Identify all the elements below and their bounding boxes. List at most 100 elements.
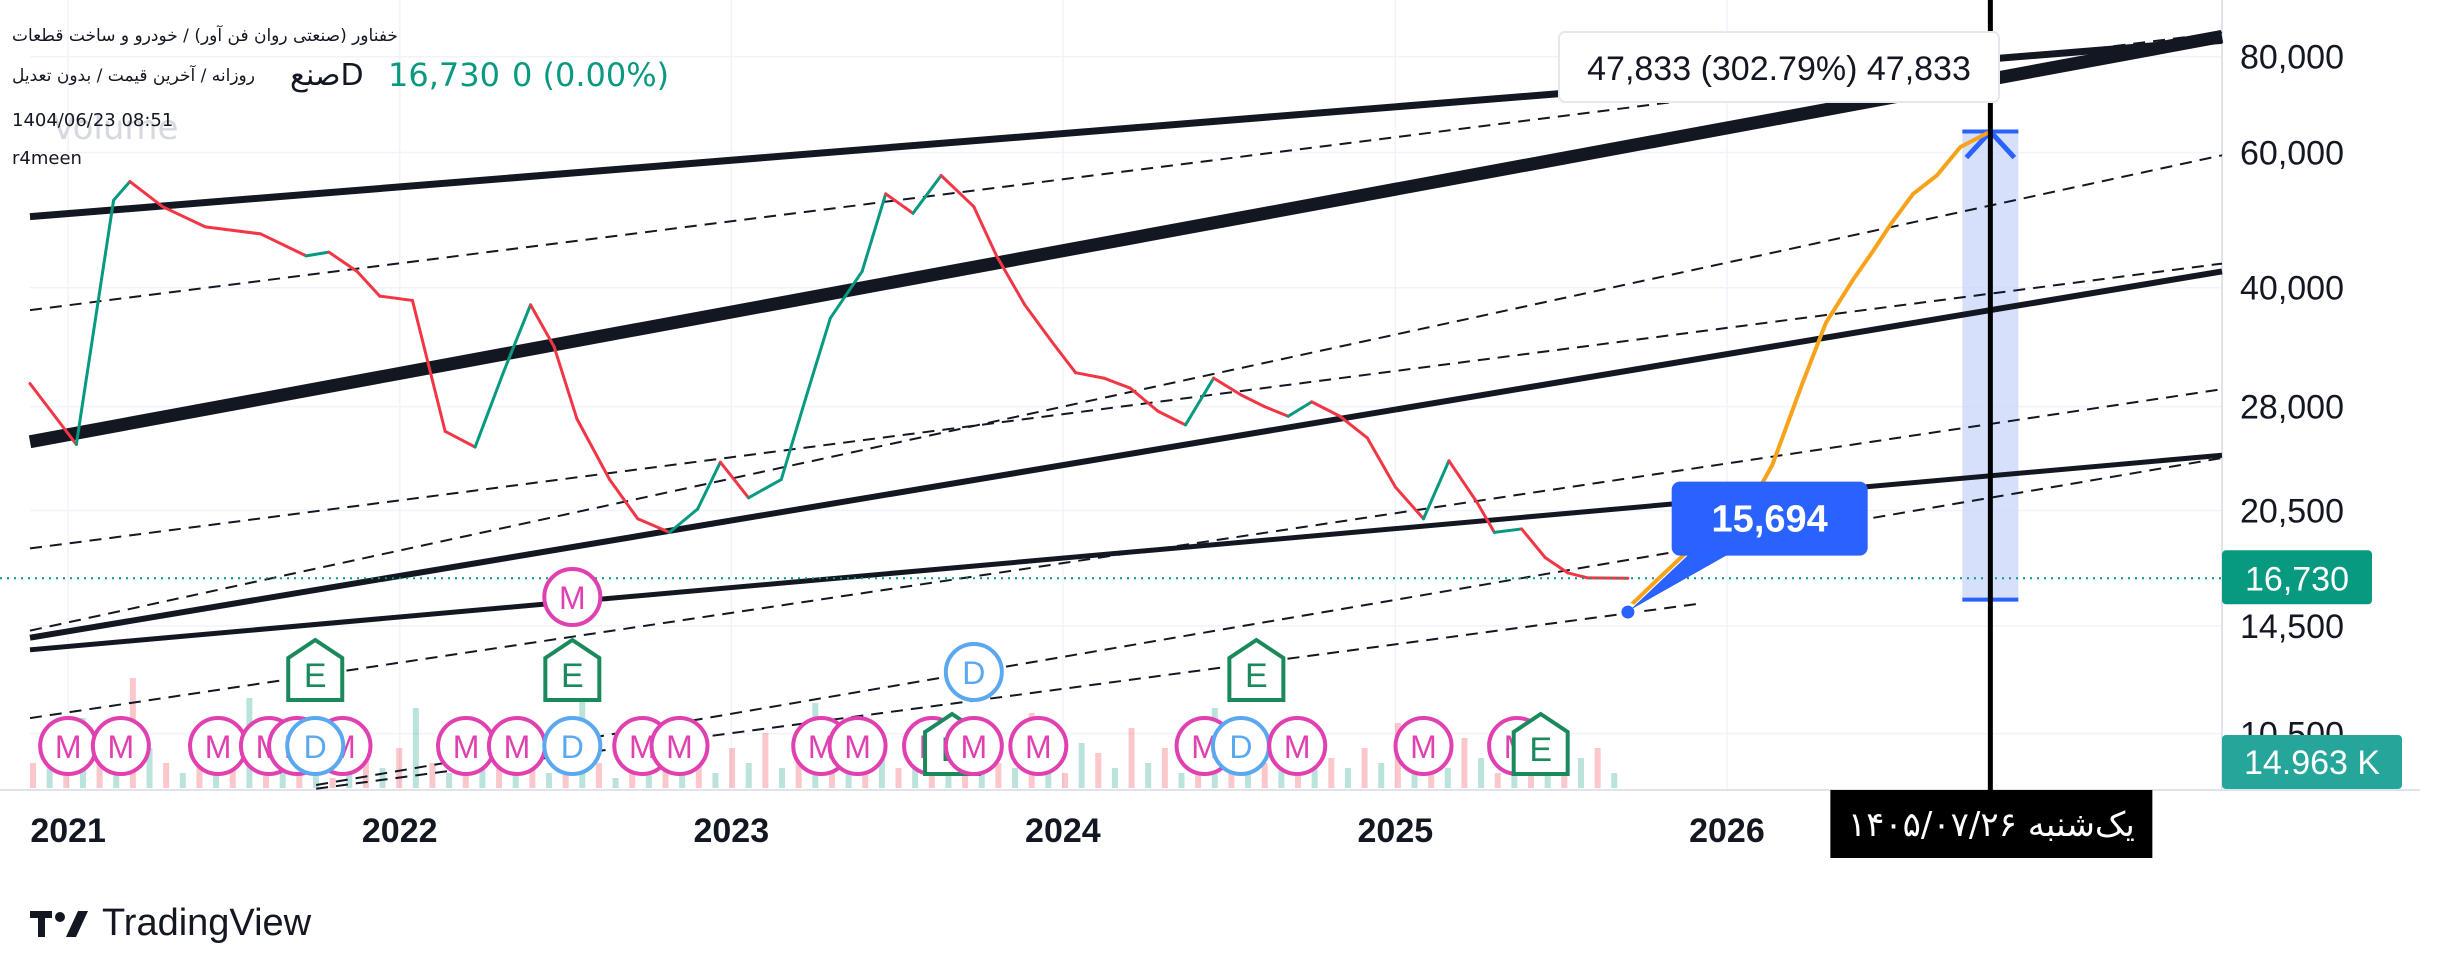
volume-bar [1145,763,1152,788]
volume-bar [1478,758,1485,788]
volume-bar [1411,773,1418,788]
marker-letter: M [55,729,82,765]
marker-circle [1393,716,1454,776]
marker-letter: M [1025,729,1052,765]
price-segment [995,254,1027,307]
price-segment [1074,371,1106,380]
price-segment [410,298,447,433]
volume-bar [30,763,36,788]
volume-bar [279,773,286,788]
channel-lines[interactable] [28,29,2224,790]
volume-label: 14.963 K [2244,744,2380,782]
earnings-letter: E [561,657,584,695]
event-markers[interactable]: MMMMMMDEMMDEMMMMMMEMDMMDMEMME [38,567,1570,776]
volume-badge [2222,735,2402,789]
event-marker-e-icon: E [1227,637,1286,702]
volume-bar [1361,748,1368,788]
price-segment [1310,400,1342,418]
volume-bar [496,768,503,788]
volume-bar [1378,763,1385,788]
volume-bar [479,758,486,788]
tradingview-brand[interactable]: TradingView [30,902,311,945]
price-segment [355,269,382,298]
event-marker-m-icon: M [38,716,99,776]
price-segment [327,250,359,273]
channel-thick-line [29,452,2223,653]
y-tick-label: 28,000 [2240,389,2344,427]
x-tick-label: 2021 [30,812,106,850]
price-segment [779,393,809,482]
price-segment [304,250,331,258]
y-tick-label: 14,500 [2240,608,2344,646]
price-segment [128,180,165,209]
volume-bar [862,763,869,788]
event-marker-m-icon: M [486,716,547,776]
event-marker-m-icon: M [90,716,151,776]
volume-bar [1611,773,1618,788]
channel-dashed-line [29,154,2223,632]
earnings-letter: E [304,657,327,695]
channel-dashed-line [29,262,2223,550]
price-segment [1543,556,1570,575]
price-segment [1023,303,1054,344]
forecast-path[interactable]: 15,694 [1618,129,1993,622]
channel-thick-line [28,29,2224,449]
volume-bar [1128,728,1135,788]
price-segment [1475,501,1496,534]
x-axis[interactable]: 2021 2022 2023 2024 2025 2026 [30,812,1764,850]
marker-circle [649,716,710,776]
price-segment [112,180,132,202]
chart-labels: 47,833 (302.79%) 47,833 [1558,31,2000,103]
crosshair: یک‌شنبه ۱۴۰۵/۰۷/۲۶ [1830,0,2153,858]
volume-bar [362,753,369,788]
x-tick-label: 2022 [362,812,438,850]
price-segment [378,294,414,302]
y-tick-label: 80,000 [2240,39,2344,77]
event-marker-m-icon: M [1393,716,1454,776]
volume-bar [545,773,552,788]
marker-circle [1267,716,1328,776]
volume-bar [995,763,1002,788]
x-tick-label: 2026 [1689,812,1765,850]
price-segment [1156,409,1188,427]
chart-settings-label: روزانه / آخرین قیمت / بدون تعدیل [12,66,255,86]
volume-bar [1594,748,1601,788]
price-segment [473,371,505,449]
event-marker-m-icon: M [649,716,710,776]
crosshair-date-label: یک‌شنبه ۱۴۰۵/۰۷/۲۶ [1848,805,2135,845]
volume-bar [762,733,769,788]
price-segment [1239,393,1267,409]
price-segment [1566,571,1590,580]
volume-bar [1111,768,1118,788]
volume-bar [1344,768,1351,788]
event-marker-e-icon: E [543,637,602,702]
volume-bar [379,768,386,788]
y-axis[interactable]: 80,00060,00040,00028,00020,50014,50010,5… [2222,39,2402,789]
marker-circle [943,642,1004,702]
marker-circle [1008,716,1069,776]
forecast-anchor-point [1618,602,1638,622]
marker-letter: M [961,729,988,765]
marker-letter: M [453,729,480,765]
marker-letter: M [205,729,232,765]
earnings-shape [1227,637,1286,702]
volume-bar [662,768,669,788]
price-segment [575,417,612,482]
price-segment [1212,376,1243,397]
current-price-label: 16,730 [2245,560,2349,598]
marker-letter: D [1229,729,1252,765]
event-marker-m-icon: M [436,716,497,776]
marker-circle [827,716,888,776]
event-marker-m-icon: M [827,716,888,776]
price-segment [1492,527,1524,534]
price-segment [860,192,888,273]
marker-letter: D [561,729,584,765]
event-marker-d-icon: D [1210,716,1271,776]
marker-letter: M [108,729,135,765]
channel-dashed-line [29,388,2223,720]
crosshair-date-box [1830,790,2153,858]
marker-letter: M [1410,729,1437,765]
price-segment [1286,400,1314,418]
author-name: r4meen [12,148,82,169]
